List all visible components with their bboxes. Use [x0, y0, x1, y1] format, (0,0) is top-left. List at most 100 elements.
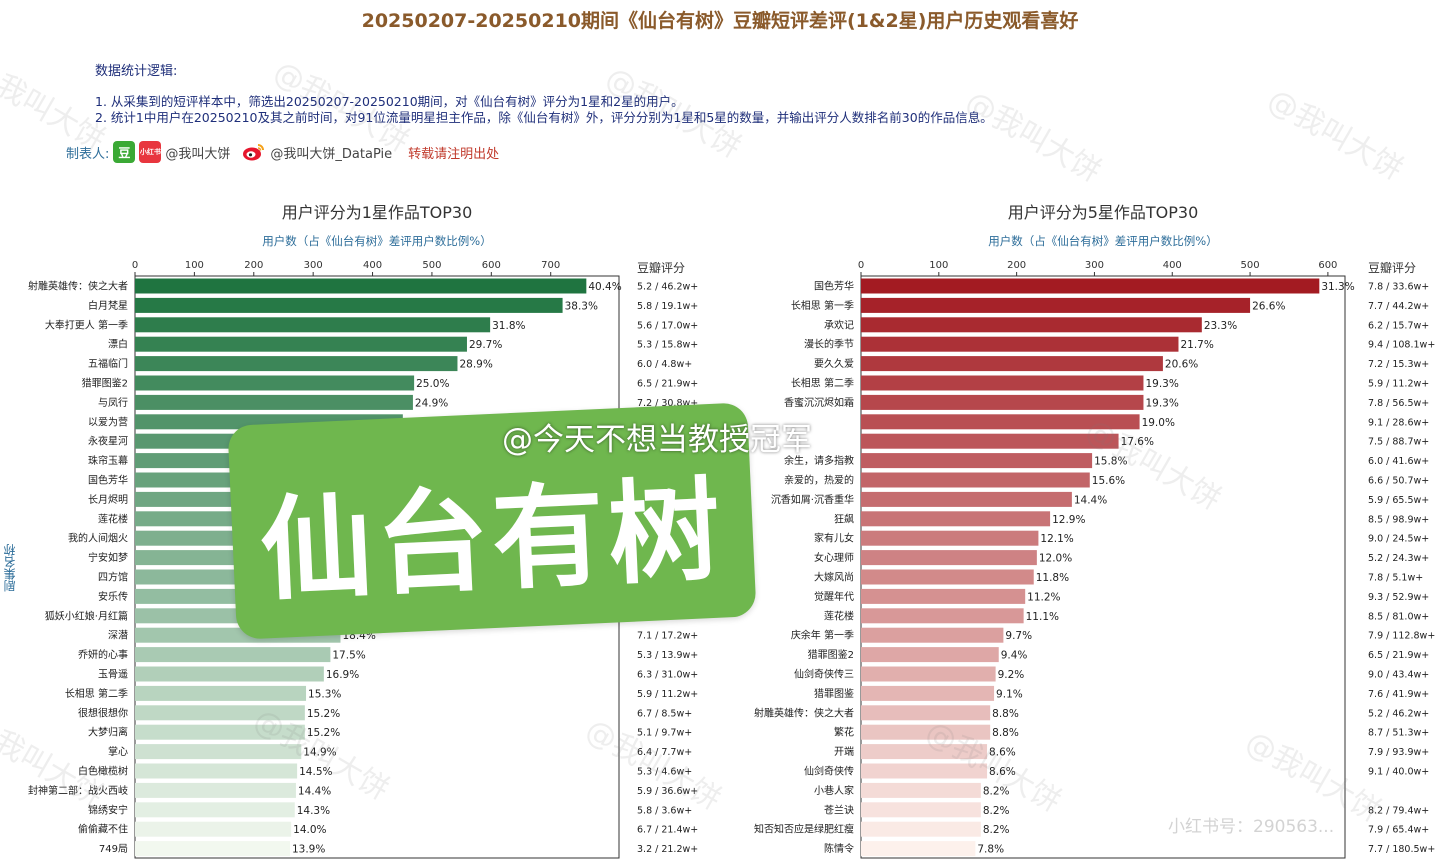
category-label-right: 承欢记 — [824, 318, 854, 331]
data-label-left: 38.3% — [565, 300, 598, 312]
x-axis-title-right: 用户数（占《仙台有树》差评用户数比例%） — [988, 234, 1218, 248]
bar-right — [861, 608, 1024, 624]
data-label-right: 17.6% — [1121, 436, 1154, 448]
data-label-right: 7.8% — [977, 844, 1004, 856]
bar-right — [861, 550, 1037, 566]
douban-score-left: 7.1 / 17.2w+ — [637, 631, 698, 642]
bar-left — [135, 297, 563, 313]
data-label-right: 26.6% — [1252, 300, 1285, 312]
x-tick-label-right: 200 — [1007, 260, 1026, 271]
category-label-left: 以爱为营 — [88, 415, 128, 428]
data-label-left: 14.5% — [299, 766, 332, 778]
x-tick-label-right: 0 — [858, 260, 864, 271]
x-axis-title-left: 用户数（占《仙台有树》差评用户数比例%） — [262, 234, 492, 248]
data-label-left: 24.9% — [415, 397, 448, 409]
maker-label: 制表人: — [66, 146, 110, 162]
category-label-right: 要久久爱 — [814, 357, 854, 370]
douban-score-left: 6.4 / 7.7w+ — [637, 747, 692, 758]
bar-right — [861, 744, 988, 760]
douban-score-right: 5.2 / 24.3w+ — [1368, 553, 1429, 564]
page-title: 20250207-20250210期间《仙台有树》豆瓣短评差评(1&2星)用户历… — [361, 10, 1079, 32]
bar-right — [861, 356, 1163, 372]
data-label-right: 15.8% — [1094, 456, 1127, 468]
bar-right — [861, 453, 1093, 469]
category-label-right: 香蜜沉沉烬如霜 — [784, 396, 854, 409]
x-tick-label-left: 300 — [304, 260, 323, 271]
category-label-right: 庆余年 第一季 — [791, 629, 854, 642]
douban-score-right: 9.1 / 28.6w+ — [1368, 417, 1429, 428]
data-label-left: 14.3% — [297, 805, 330, 817]
bar-right — [861, 433, 1119, 449]
douban-score-left: 6.5 / 21.9w+ — [637, 379, 698, 390]
bar-right — [861, 569, 1034, 585]
douban-score-left: 6.7 / 21.4w+ — [637, 825, 698, 836]
data-label-right: 9.2% — [998, 669, 1025, 681]
bar-right — [861, 763, 988, 779]
data-label-left: 29.7% — [469, 339, 502, 351]
data-label-right: 9.4% — [1001, 650, 1028, 662]
data-label-left: 31.8% — [492, 320, 525, 332]
douban-score-right: 5.9 / 11.2w+ — [1368, 379, 1429, 390]
category-label-right: 苍兰诀 — [824, 803, 854, 816]
douban-score-right: 9.0 / 24.5w+ — [1368, 534, 1429, 545]
data-label-left: 14.0% — [293, 824, 326, 836]
data-label-right: 8.2% — [983, 805, 1010, 817]
data-label-right: 31.3% — [1321, 281, 1354, 293]
douban-score-right: 7.2 / 15.3w+ — [1368, 359, 1429, 370]
douban-score-right: 7.7 / 44.2w+ — [1368, 301, 1429, 312]
bar-left — [135, 763, 298, 779]
data-label-right: 9.1% — [996, 688, 1023, 700]
bar-right — [861, 414, 1140, 430]
bar-right — [861, 724, 991, 740]
maker-credit: 制表人: 豆 小红书 @我叫大饼 @我叫大饼_DataPie 转载请注明出处 — [66, 141, 499, 163]
category-label-left: 漂白 — [108, 338, 128, 351]
data-label-left: 14.9% — [303, 747, 336, 759]
weibo-icon — [242, 142, 266, 162]
bar-left — [135, 724, 305, 740]
bar-right — [861, 802, 981, 818]
data-label-right: 12.9% — [1052, 514, 1085, 526]
douban-score-right: 7.9 / 65.4w+ — [1368, 825, 1429, 836]
douban-score-left: 3.2 / 21.2w+ — [637, 844, 698, 855]
bar-left — [135, 336, 467, 352]
x-tick-label-left: 400 — [363, 260, 382, 271]
category-label-left: 乔妍的心事 — [78, 648, 128, 661]
x-tick-label-right: 100 — [929, 260, 948, 271]
category-label-right: 狂飙 — [834, 512, 854, 525]
x-tick-label-right: 400 — [1163, 260, 1182, 271]
data-label-right: 23.3% — [1204, 320, 1237, 332]
maker-handle[interactable]: @我叫大饼 — [165, 146, 231, 162]
category-label-right: 亲爱的，热爱的 — [784, 474, 854, 487]
maker-weibo-handle[interactable]: @我叫大饼_DataPie — [270, 146, 393, 162]
data-label-left: 14.4% — [298, 785, 331, 797]
bar-right — [861, 782, 981, 798]
weibo-watermark: @今天不想当教授冠军 — [502, 422, 812, 458]
category-label-left: 国色芳华 — [88, 474, 128, 487]
category-label-left: 锦绣安宁 — [88, 803, 128, 816]
douban-score-right: 7.7 / 180.5w+ — [1368, 844, 1435, 855]
douban-score-right: 7.8 / 56.5w+ — [1368, 398, 1429, 409]
data-label-right: 15.6% — [1092, 475, 1125, 487]
category-label-left: 永夜星河 — [88, 435, 128, 448]
category-label-right: 小巷人家 — [814, 784, 854, 797]
data-label-right: 11.8% — [1036, 572, 1069, 584]
bar-left — [135, 317, 491, 333]
category-label-right: 大嫁风尚 — [814, 571, 854, 584]
bar-right — [861, 685, 995, 701]
data-label-right: 11.2% — [1027, 591, 1060, 603]
category-label-right: 家有儿女 — [814, 532, 854, 545]
data-label-right: 11.1% — [1026, 611, 1059, 623]
douban-score-right: 8.7 / 51.3w+ — [1368, 728, 1429, 739]
category-label-left: 白色橄榄树 — [78, 765, 128, 778]
data-label-right: 12.1% — [1040, 533, 1073, 545]
category-label-left: 很想很想你 — [78, 706, 128, 719]
douban-score-right: 9.1 / 40.0w+ — [1368, 767, 1429, 778]
category-label-right: 繁花 — [834, 726, 854, 739]
category-label-right: 知否知否应是绿肥红瘦 — [754, 823, 854, 836]
category-label-left: 射雕英雄传：侠之大者 — [28, 280, 128, 293]
douban-score-left: 5.6 / 17.0w+ — [637, 320, 698, 331]
plot-frame-right — [860, 275, 1346, 859]
category-label-left: 749局 — [99, 843, 128, 855]
data-label-left: 15.3% — [308, 688, 341, 700]
category-label-left: 长相思 第二季 — [65, 687, 128, 700]
